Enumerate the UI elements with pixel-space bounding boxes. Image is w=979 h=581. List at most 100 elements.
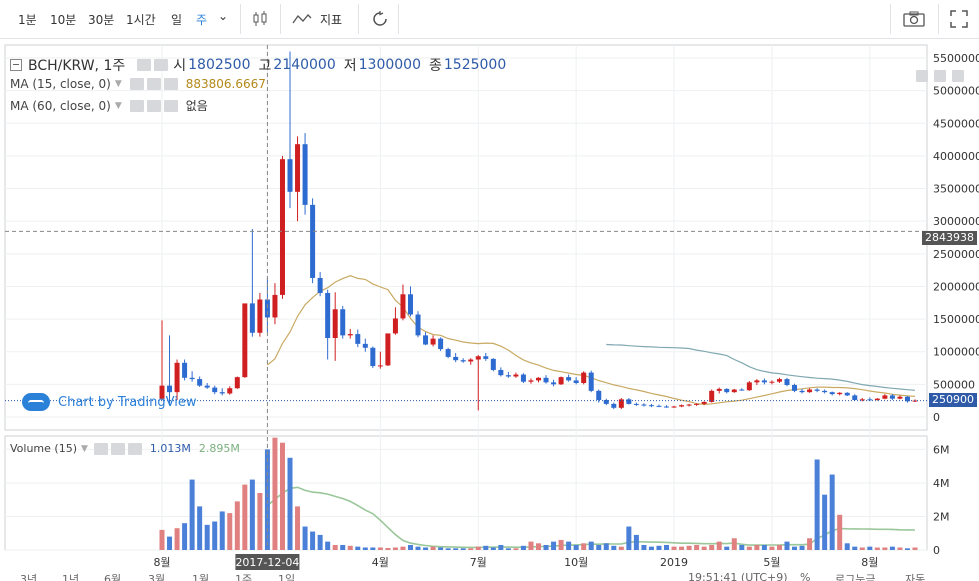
- candlestick-series: [159, 51, 918, 411]
- candle-body: [340, 309, 346, 336]
- interval-30m[interactable]: 30분: [88, 13, 115, 27]
- chart-grid: [4, 44, 928, 551]
- close-icon[interactable]: [163, 99, 178, 112]
- volume-bar: [536, 543, 541, 550]
- candle-body: [761, 380, 767, 383]
- settings-icon[interactable]: [154, 59, 169, 71]
- move-down-icon[interactable]: [934, 70, 946, 82]
- interval-1h[interactable]: 1시간: [126, 13, 156, 27]
- volume-bar: [272, 437, 278, 550]
- volume-bar: [611, 545, 617, 550]
- candlestick-icon[interactable]: [248, 4, 272, 34]
- eye-icon[interactable]: [129, 78, 144, 90]
- volume-label: Volume (15): [10, 442, 77, 455]
- volume-bar: [859, 547, 865, 550]
- eye-icon[interactable]: [93, 442, 108, 455]
- volume-bar: [596, 544, 602, 550]
- volume-bar: [362, 547, 368, 550]
- range-1d[interactable]: 1일: [278, 573, 296, 581]
- range-1y[interactable]: 1년: [62, 573, 80, 581]
- settings-icon[interactable]: [146, 78, 161, 90]
- volume-bar: [513, 548, 519, 550]
- candle-body: [370, 347, 376, 367]
- time-tick-label: 7월: [470, 556, 487, 569]
- range-1w[interactable]: 1주: [235, 573, 253, 581]
- interval-10m[interactable]: 10분: [50, 13, 77, 27]
- candle-body: [234, 377, 240, 389]
- volume-bar: [377, 547, 383, 550]
- volume-tick-label: 0: [933, 544, 940, 557]
- candle-body: [219, 392, 225, 394]
- auto-scale-toggle[interactable]: 자동: [905, 573, 926, 581]
- volume-bar: [310, 531, 316, 550]
- candle-body: [310, 204, 316, 278]
- high-value: 2140000: [273, 57, 336, 73]
- reset-icon[interactable]: [368, 4, 392, 34]
- volume-bar: [189, 479, 195, 550]
- interval-1m[interactable]: 1분: [18, 13, 37, 27]
- candle-body: [551, 382, 557, 385]
- range-3y[interactable]: 3년: [20, 573, 38, 581]
- camera-icon[interactable]: [900, 4, 928, 34]
- volume-bar: [242, 484, 248, 550]
- candle-body: [272, 294, 278, 318]
- candle-body: [694, 403, 700, 405]
- volume-bar: [641, 544, 647, 550]
- range-1m[interactable]: 1월: [192, 573, 210, 581]
- eye-icon[interactable]: [137, 59, 152, 71]
- chevron-down-icon[interactable]: ▼: [114, 79, 122, 89]
- volume-bar: [551, 541, 557, 550]
- volume-bar: [279, 442, 285, 550]
- volume-bar: [528, 541, 534, 550]
- volume-value: 1.013M: [149, 442, 191, 455]
- chevron-down-icon[interactable]: ▼: [114, 100, 122, 111]
- candle-body: [807, 389, 813, 393]
- ma15-value: 883806.6667: [185, 77, 266, 91]
- candle-body: [852, 395, 858, 400]
- collapse-icon[interactable]: [10, 59, 22, 71]
- fullscreen-icon[interactable]: [946, 4, 972, 34]
- tradingview-watermark[interactable]: Chart by TradingView: [22, 393, 196, 411]
- volume-bar: [792, 546, 798, 550]
- volume-bar: [415, 546, 421, 550]
- candle-body: [460, 360, 466, 362]
- eye-icon[interactable]: [129, 99, 144, 112]
- volume-bar: [829, 474, 835, 550]
- volume-bar: [460, 548, 466, 550]
- volume-bar: [295, 506, 301, 550]
- chevron-down-icon[interactable]: ⌄: [218, 9, 229, 23]
- volume-bar: [498, 544, 504, 550]
- price-tick-label: 2000000: [933, 280, 979, 293]
- open-label: 시: [173, 58, 187, 74]
- settings-icon[interactable]: [110, 442, 125, 455]
- interval-week[interactable]: 주: [196, 13, 208, 27]
- interval-day[interactable]: 일: [171, 13, 183, 27]
- log-scale-toggle[interactable]: 로그눈금: [835, 573, 876, 581]
- volume-bar: [505, 548, 511, 550]
- close-icon[interactable]: [952, 70, 964, 82]
- volume-bar: [219, 511, 225, 550]
- candle-body: [784, 379, 790, 385]
- candle-body: [844, 392, 850, 396]
- volume-bar: [874, 547, 880, 550]
- chevron-down-icon[interactable]: ▼: [81, 443, 88, 454]
- candle-body: [724, 388, 730, 393]
- move-down-icon[interactable]: [916, 70, 928, 82]
- volume-bar: [784, 541, 790, 550]
- toolbar-divider: [398, 4, 399, 34]
- candle-body: [686, 404, 692, 406]
- candle-body: [874, 398, 880, 400]
- settings-icon[interactable]: [146, 99, 161, 112]
- indicators-button[interactable]: 지표: [320, 13, 343, 27]
- indicator-wave-icon[interactable]: [290, 4, 314, 34]
- range-6m[interactable]: 6월: [104, 573, 122, 581]
- candle-body: [498, 369, 504, 376]
- candle-body: [257, 299, 263, 333]
- range-3m[interactable]: 3월: [148, 573, 166, 581]
- crosshair-price-tag: 2843938: [922, 231, 977, 245]
- volume-bar: [618, 546, 624, 550]
- candle-body: [362, 343, 368, 348]
- close-icon[interactable]: [127, 442, 142, 455]
- close-icon[interactable]: [163, 78, 178, 90]
- percent-toggle[interactable]: %: [800, 571, 811, 581]
